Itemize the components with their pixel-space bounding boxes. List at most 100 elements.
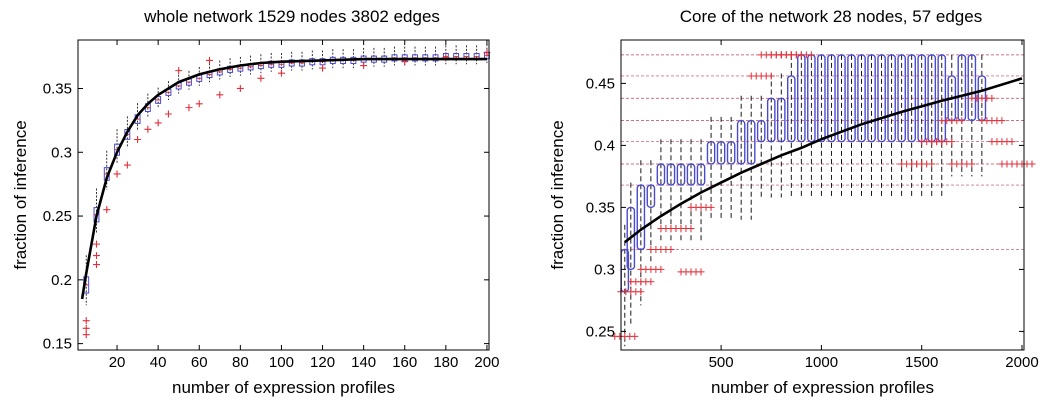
x-tick-label: 2000 (1005, 354, 1038, 371)
y-tick-label: 0.3 (51, 144, 72, 161)
outlier-marker (144, 125, 152, 133)
outlier-marker (103, 206, 111, 214)
y-tick-label: 0.15 (43, 336, 72, 353)
y-tick-label: 0.35 (586, 199, 615, 216)
outlier-marker (175, 67, 183, 75)
outlier-marker (687, 224, 695, 232)
box (646, 184, 656, 209)
outlier-marker (236, 84, 244, 92)
box (716, 140, 726, 165)
x-axis-label: number of expression profiles (172, 378, 395, 397)
x-tick-label: 500 (709, 354, 734, 371)
outlier-marker (82, 324, 90, 332)
x-tick-label: 160 (392, 354, 417, 371)
box (656, 163, 666, 186)
outlier-marker (195, 100, 203, 108)
outlier-marker (707, 203, 715, 211)
y-tick-label: 0.4 (594, 137, 615, 154)
outlier-marker (631, 332, 639, 340)
outlier-marker (1028, 160, 1036, 168)
x-tick-label: 200 (474, 354, 499, 371)
box (837, 54, 846, 143)
box (827, 54, 836, 143)
plot-frame (620, 39, 1025, 351)
box (897, 54, 906, 143)
outlier-marker (657, 265, 665, 273)
box (726, 140, 736, 165)
x-axis-label: number of expression profiles (711, 378, 934, 397)
y-tick-label: 0.45 (586, 75, 615, 92)
box (746, 119, 756, 165)
outlier-marker (667, 246, 675, 254)
box (877, 54, 886, 143)
y-axis-label: fraction of inference (11, 120, 30, 269)
outlier-marker (767, 72, 775, 80)
outlier-marker (998, 117, 1006, 125)
y-tick-label: 0.3 (594, 261, 615, 278)
outlier-marker (319, 64, 327, 72)
box (817, 54, 826, 143)
y-tick-label: 0.25 (43, 208, 72, 225)
x-tick-label: 40 (150, 354, 167, 371)
outlier-marker (154, 119, 162, 127)
chart-panel-core-network: Core of the network 28 nodes, 57 edges nu… (523, 0, 1046, 403)
outlier-marker (697, 268, 705, 276)
box (756, 119, 766, 143)
box (847, 54, 856, 143)
fit-curve (624, 77, 1023, 244)
box (786, 75, 796, 143)
outlier-marker (216, 91, 224, 99)
outlier-marker (257, 74, 265, 82)
outlier-marker (92, 261, 100, 269)
y-axis-label: fraction of inference (548, 120, 567, 269)
outlier-marker (948, 138, 956, 146)
outlier-marker (988, 94, 996, 102)
box (676, 163, 686, 186)
box (626, 206, 636, 271)
x-tick-label: 60 (191, 354, 208, 371)
box (736, 119, 746, 165)
box (636, 184, 646, 251)
outlier-marker (958, 117, 966, 125)
x-tick-label: 20 (109, 354, 126, 371)
outlier-marker (164, 110, 172, 118)
outlier-marker (92, 240, 100, 248)
outlier-marker (807, 51, 815, 59)
outlier-marker (1008, 138, 1016, 146)
box (686, 163, 696, 186)
chart-panel-whole-network: whole network 1529 nodes 3802 edges numbe… (11, 7, 499, 397)
outlier-marker (968, 160, 976, 168)
box (887, 54, 896, 143)
box (706, 140, 716, 165)
box (857, 54, 866, 143)
box (907, 54, 916, 143)
box (967, 54, 977, 122)
outlier-marker (206, 56, 214, 64)
outlier-marker (82, 331, 90, 339)
x-tick-label: 180 (433, 354, 458, 371)
y-tick-label: 0.35 (43, 80, 72, 97)
x-tick-label: 100 (269, 354, 294, 371)
outlier-marker (82, 317, 90, 325)
outlier-marker (185, 104, 193, 112)
box (766, 97, 776, 143)
box (666, 163, 676, 186)
outlier-marker (123, 161, 131, 169)
x-tick-label: 80 (232, 354, 249, 371)
x-tick-label: 1500 (905, 354, 938, 371)
chart-title: Core of the network 28 nodes, 57 edges (680, 7, 982, 26)
fit-curve (80, 57, 487, 300)
outlier-marker (134, 136, 142, 144)
outlier-marker (113, 170, 121, 178)
box (867, 54, 876, 143)
chart-whole-network: whole network 1529 nodes 3802 edges numbe… (11, 7, 499, 397)
plot-frame (77, 39, 490, 351)
chart-core-network: Core of the network 28 nodes, 57 edges nu… (548, 7, 1039, 397)
outlier-marker (637, 288, 645, 296)
x-tick-label: 140 (351, 354, 376, 371)
box (776, 97, 786, 143)
chart-title: whole network 1529 nodes 3802 edges (143, 7, 440, 26)
y-tick-label: 0.2 (51, 272, 72, 289)
y-tick-label: 0.25 (586, 323, 615, 340)
x-tick-label: 120 (310, 354, 335, 371)
